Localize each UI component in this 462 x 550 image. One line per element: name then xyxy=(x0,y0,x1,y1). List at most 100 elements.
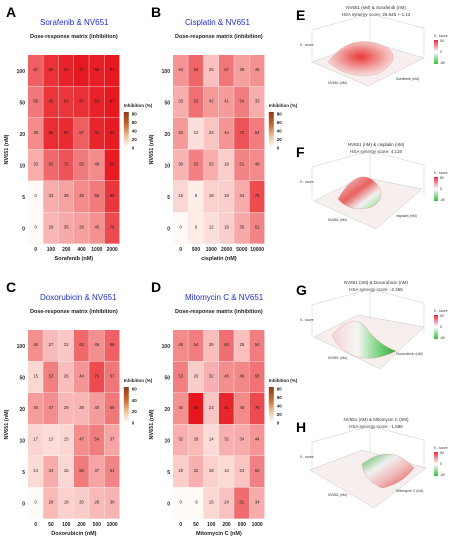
legend-tick-label: 60 xyxy=(277,120,283,125)
panel-label: F xyxy=(296,144,305,160)
heatmap-cell xyxy=(73,424,89,456)
cell-value-label: 55 xyxy=(79,468,84,473)
surface-panel-f: F NV651 (nM) & cisplatin (nM) HSA synergy … xyxy=(296,142,448,230)
y-tick-label: 20 xyxy=(19,132,25,138)
axis-box xyxy=(311,13,425,62)
surface-panel-h: H NV651 (nM) & Mitomycin C (nM) HSA synerg… xyxy=(296,417,448,509)
cell-value-label: 54 xyxy=(95,436,100,441)
heatmap-cell xyxy=(173,487,188,519)
heatmap-cell xyxy=(249,118,265,150)
axis-box xyxy=(311,150,425,199)
heatmap-cell xyxy=(58,393,74,425)
cell-value-label: 39 xyxy=(240,67,245,72)
cell-value-label: 97 xyxy=(110,67,115,72)
cell-value-label: 18 xyxy=(64,499,69,504)
heatmap-cell xyxy=(173,118,188,150)
heatmap-cell xyxy=(58,55,74,87)
panel-label: H xyxy=(296,419,306,435)
chart-subtitle: Dose-response matrix (inhibition) xyxy=(30,309,118,315)
cell-value-label: 33 xyxy=(209,161,214,166)
cell-value-label: 67 xyxy=(33,67,38,72)
heatmap-cell xyxy=(43,149,59,181)
heatmap-cell xyxy=(249,181,265,213)
heatmap-cell xyxy=(203,118,219,150)
heatmap-cell xyxy=(173,181,188,213)
legend-tick-label: 50 xyxy=(440,314,444,318)
heatmap-cell xyxy=(188,361,204,393)
x-tick-label: 100 xyxy=(207,522,216,528)
heatmap-cell xyxy=(89,487,105,519)
y-axis-label: NV651 (nM) xyxy=(328,218,347,222)
cell-value-label: 44 xyxy=(178,67,183,72)
cell-value-label: 72 xyxy=(64,161,69,166)
synergy-surface xyxy=(337,176,382,209)
cell-value-label: 75 xyxy=(255,405,260,410)
heatmap-cell xyxy=(249,393,265,425)
cell-value-label: 66 xyxy=(110,342,115,347)
cell-value-label: 18 xyxy=(209,193,214,198)
heatmap-panel-b: B Cisplatin & NV651 Dose-response matrix (… xyxy=(149,4,298,262)
cell-value-label: 72 xyxy=(240,130,245,135)
heatmap-cell xyxy=(188,181,204,213)
heatmap-cell xyxy=(104,456,120,488)
legend-tick-label: 0 xyxy=(132,146,135,151)
legend-title: δ - score xyxy=(434,309,448,313)
heatmap-cell xyxy=(173,86,188,118)
heatmap-cell xyxy=(89,361,105,393)
heatmap-cell xyxy=(218,181,234,213)
cell-value-label: 13 xyxy=(49,436,54,441)
chart-subtitle: Dose-response matrix (inhibition) xyxy=(175,34,263,40)
heatmap-cell xyxy=(188,487,204,519)
heatmap-cell xyxy=(89,86,105,118)
cell-value-label: 97 xyxy=(110,98,115,103)
cell-value-label: 55 xyxy=(95,193,100,198)
cell-value-label: 15 xyxy=(33,373,38,378)
heatmap-cell xyxy=(218,149,234,181)
surface-panel-e: E NV651 (nM) & Sorafenib (nM) HSA synergy … xyxy=(296,5,448,87)
legend-tick-label: 50 xyxy=(440,451,444,455)
cell-value-label: 0 xyxy=(179,224,182,229)
cell-value-label: 17 xyxy=(33,436,38,441)
legend-tick-label: 50 xyxy=(440,39,444,43)
cell-value-label: 29 xyxy=(79,405,84,410)
synergy-surface xyxy=(331,321,397,359)
heatmap-cell xyxy=(234,212,250,244)
heatmap-cell xyxy=(43,86,59,118)
x-tick-label: 50 xyxy=(193,522,199,528)
y-tick-label: 0 xyxy=(167,226,170,232)
panel-label: A xyxy=(6,4,16,20)
heatmap-cell xyxy=(188,330,204,362)
legend-tick-label: 40 xyxy=(132,398,138,403)
heatmap-cell xyxy=(218,393,234,425)
legend-title: δ - score xyxy=(434,171,448,175)
cell-value-label: 14 xyxy=(33,468,38,473)
heatmap-cell xyxy=(43,212,59,244)
cell-value-label: 32 xyxy=(209,373,214,378)
x-tick-label: 2000 xyxy=(107,247,118,253)
y-tick-label: 5 xyxy=(167,470,170,476)
x-axis-label: Sorafenib (nM) xyxy=(55,256,94,262)
cell-value-label: 48 xyxy=(33,130,38,135)
legend-color-bar xyxy=(434,315,438,339)
y-tick-label: 5 xyxy=(167,195,170,201)
x-axis-label: cisplatin (nM) xyxy=(201,256,237,262)
cell-value-label: 33 xyxy=(49,193,54,198)
legend-color-bar xyxy=(434,177,438,201)
heatmap-cell xyxy=(104,487,120,519)
cell-value-label: 6 xyxy=(195,224,198,229)
heatmap-cell xyxy=(73,487,89,519)
cell-value-label: 56 xyxy=(110,405,115,410)
x-tick-label: 1000 xyxy=(91,247,102,253)
heatmap-cell xyxy=(28,456,43,488)
heatmap-cell xyxy=(73,361,89,393)
cell-value-label: 19 xyxy=(224,224,229,229)
heatmap-cell xyxy=(89,149,105,181)
cell-value-label: 35 xyxy=(64,224,69,229)
heatmap-cell xyxy=(43,330,59,362)
chart-subtitle: Dose-response matrix (inhibition) xyxy=(175,309,263,315)
cell-value-label: 14 xyxy=(209,436,214,441)
heatmap-cell xyxy=(249,55,265,87)
panel-label: D xyxy=(151,279,161,295)
cell-value-label: 54 xyxy=(255,130,260,135)
legend-tick-label: 80 xyxy=(277,112,283,117)
